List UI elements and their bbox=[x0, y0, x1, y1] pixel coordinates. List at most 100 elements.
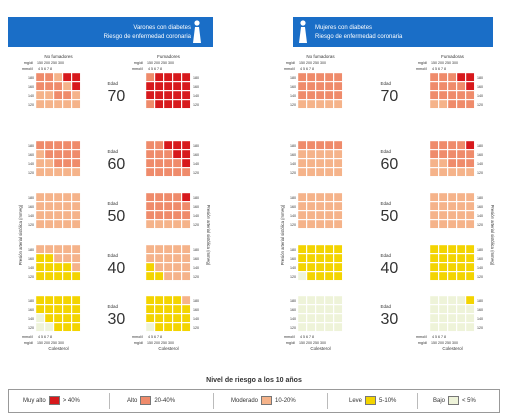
bp-tick-label: 140 bbox=[193, 162, 199, 166]
risk-cell bbox=[71, 295, 81, 305]
bp-tick-label: 140 bbox=[477, 94, 483, 98]
risk-cell bbox=[456, 167, 466, 177]
risk-cell bbox=[163, 304, 173, 314]
risk-cell bbox=[456, 304, 466, 314]
chol-unit-label: mg/dl bbox=[134, 341, 143, 345]
risk-cell bbox=[315, 90, 325, 100]
bp-tick-label: 180 bbox=[28, 196, 34, 200]
risk-cell bbox=[447, 167, 457, 177]
legend-label-very-high: Muy alto bbox=[23, 397, 46, 404]
bp-tick-label: 140 bbox=[28, 317, 34, 321]
risk-cell bbox=[315, 99, 325, 109]
age-caption: Edad bbox=[381, 81, 392, 86]
mmol-unit-label: mmol/l bbox=[416, 67, 427, 71]
bp-tick-label: 140 bbox=[290, 266, 296, 270]
risk-cell bbox=[324, 322, 334, 332]
risk-cell bbox=[429, 304, 439, 314]
risk-cell bbox=[35, 304, 45, 314]
risk-cell bbox=[53, 90, 63, 100]
risk-cell bbox=[324, 201, 334, 211]
risk-cell bbox=[315, 253, 325, 263]
risk-cell bbox=[163, 210, 173, 220]
risk-cell bbox=[44, 149, 54, 159]
risk-cell bbox=[324, 192, 334, 202]
risk-cell bbox=[456, 90, 466, 100]
risk-cell bbox=[53, 192, 63, 202]
age-caption: Edad bbox=[108, 253, 119, 258]
risk-cell bbox=[333, 244, 343, 254]
risk-cell bbox=[62, 253, 72, 263]
risk-cell bbox=[456, 313, 466, 323]
panel-title: Varones con diabetes bbox=[133, 25, 191, 31]
risk-cell bbox=[297, 81, 307, 91]
risk-cell bbox=[181, 149, 191, 159]
bp-tick-label: 160 bbox=[477, 153, 483, 157]
legend-label-high: Alto bbox=[127, 397, 138, 404]
risk-cell bbox=[438, 90, 448, 100]
risk-cell bbox=[44, 271, 54, 281]
risk-cell bbox=[333, 158, 343, 168]
risk-cell bbox=[44, 81, 54, 91]
risk-cell bbox=[35, 158, 45, 168]
risk-cell bbox=[297, 192, 307, 202]
age-caption: Edad bbox=[108, 201, 119, 206]
age-value: 40 bbox=[381, 260, 399, 277]
risk-cell bbox=[35, 201, 45, 211]
risk-cell bbox=[71, 90, 81, 100]
risk-cell bbox=[172, 219, 182, 229]
risk-cell bbox=[181, 201, 191, 211]
risk-cell bbox=[163, 90, 173, 100]
risk-cell bbox=[44, 90, 54, 100]
legend-swatch-very-low bbox=[448, 396, 460, 405]
risk-cell bbox=[53, 244, 63, 254]
risk-cell bbox=[154, 90, 164, 100]
risk-cell bbox=[465, 81, 475, 91]
risk-cell bbox=[62, 219, 72, 229]
risk-cell bbox=[62, 295, 72, 305]
risk-cell bbox=[465, 244, 475, 254]
risk-cell bbox=[429, 262, 439, 272]
risk-cell bbox=[53, 210, 63, 220]
risk-cell bbox=[306, 253, 316, 263]
bp-tick-label: 120 bbox=[290, 223, 296, 227]
risk-cell bbox=[333, 262, 343, 272]
bp-tick-label: 180 bbox=[290, 248, 296, 252]
risk-cell bbox=[172, 81, 182, 91]
risk-cell bbox=[44, 210, 54, 220]
risk-cell bbox=[145, 90, 155, 100]
risk-cell bbox=[333, 295, 343, 305]
panel-header bbox=[8, 17, 213, 47]
risk-cell bbox=[62, 271, 72, 281]
risk-cell bbox=[172, 295, 182, 305]
risk-cell bbox=[306, 99, 316, 109]
risk-cell bbox=[71, 210, 81, 220]
risk-cell bbox=[172, 72, 182, 82]
risk-cell bbox=[324, 262, 334, 272]
risk-cell bbox=[306, 262, 316, 272]
risk-cell bbox=[53, 322, 63, 332]
risk-cell bbox=[438, 219, 448, 229]
risk-cell bbox=[297, 167, 307, 177]
legend-item-moderate: Moderado 10-20% bbox=[231, 396, 296, 405]
risk-cell bbox=[154, 295, 164, 305]
risk-cell bbox=[62, 149, 72, 159]
risk-cell bbox=[35, 271, 45, 281]
risk-cell bbox=[181, 322, 191, 332]
risk-cell bbox=[181, 304, 191, 314]
risk-cell bbox=[35, 295, 45, 305]
risk-cell bbox=[315, 192, 325, 202]
risk-cell bbox=[324, 99, 334, 109]
risk-cell bbox=[456, 201, 466, 211]
risk-cell bbox=[172, 167, 182, 177]
risk-cell bbox=[53, 140, 63, 150]
risk-cell bbox=[44, 253, 54, 263]
risk-cell bbox=[62, 322, 72, 332]
risk-cell bbox=[154, 313, 164, 323]
risk-cell bbox=[35, 313, 45, 323]
risk-cell bbox=[145, 140, 155, 150]
risk-cell bbox=[44, 158, 54, 168]
bp-tick-label: 180 bbox=[290, 76, 296, 80]
risk-cell bbox=[297, 262, 307, 272]
risk-cell bbox=[44, 201, 54, 211]
